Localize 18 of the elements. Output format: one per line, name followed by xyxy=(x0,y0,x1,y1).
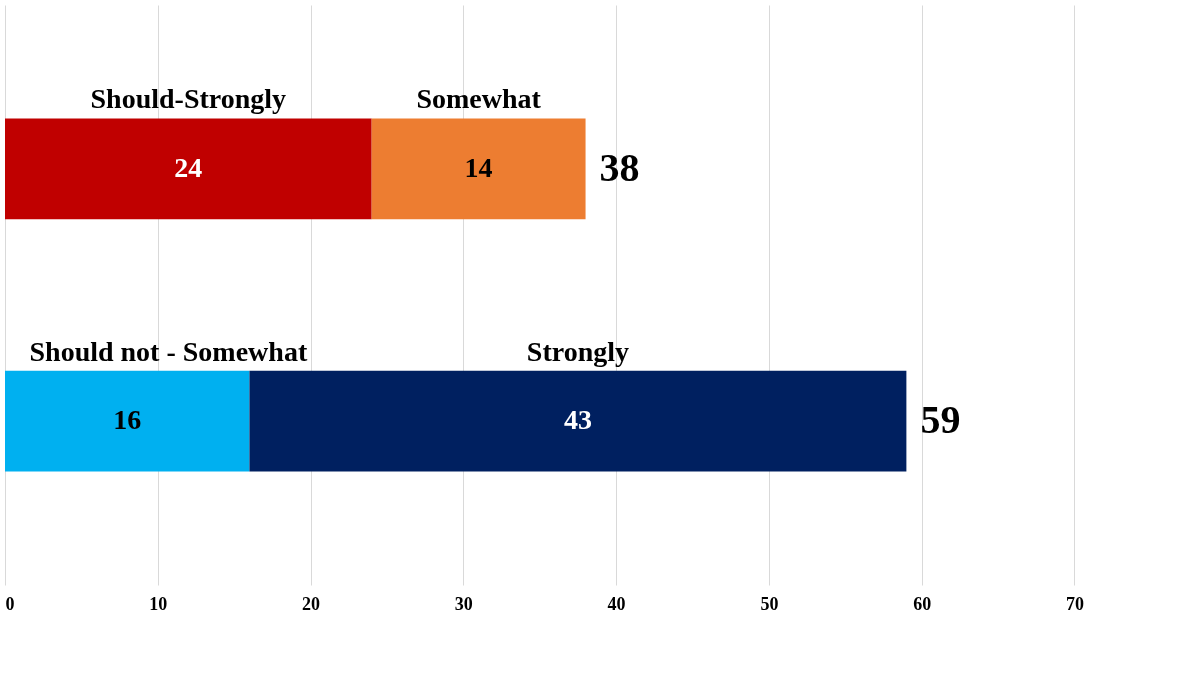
x-tick-label: 0 xyxy=(5,593,15,614)
x-tick-label: 50 xyxy=(760,593,779,614)
x-tick-label: 20 xyxy=(302,593,321,614)
total-label: 59 xyxy=(920,397,961,443)
series-label: Strongly xyxy=(526,335,629,367)
data-label: 16 xyxy=(113,404,142,436)
x-tick-label: 40 xyxy=(607,593,626,614)
series-label: Somewhat xyxy=(416,83,542,115)
x-tick-label: 70 xyxy=(1065,593,1084,614)
data-label: 24 xyxy=(174,151,203,183)
x-tick-label: 30 xyxy=(454,593,473,614)
x-tick-label: 60 xyxy=(913,593,932,614)
series-label: Should not - Somewhat xyxy=(29,335,308,367)
data-label: 14 xyxy=(464,151,493,183)
data-label: 43 xyxy=(563,404,592,436)
total-label: 38 xyxy=(599,144,640,190)
series-label: Should-Strongly xyxy=(90,83,287,115)
x-tick-label: 10 xyxy=(149,593,168,614)
